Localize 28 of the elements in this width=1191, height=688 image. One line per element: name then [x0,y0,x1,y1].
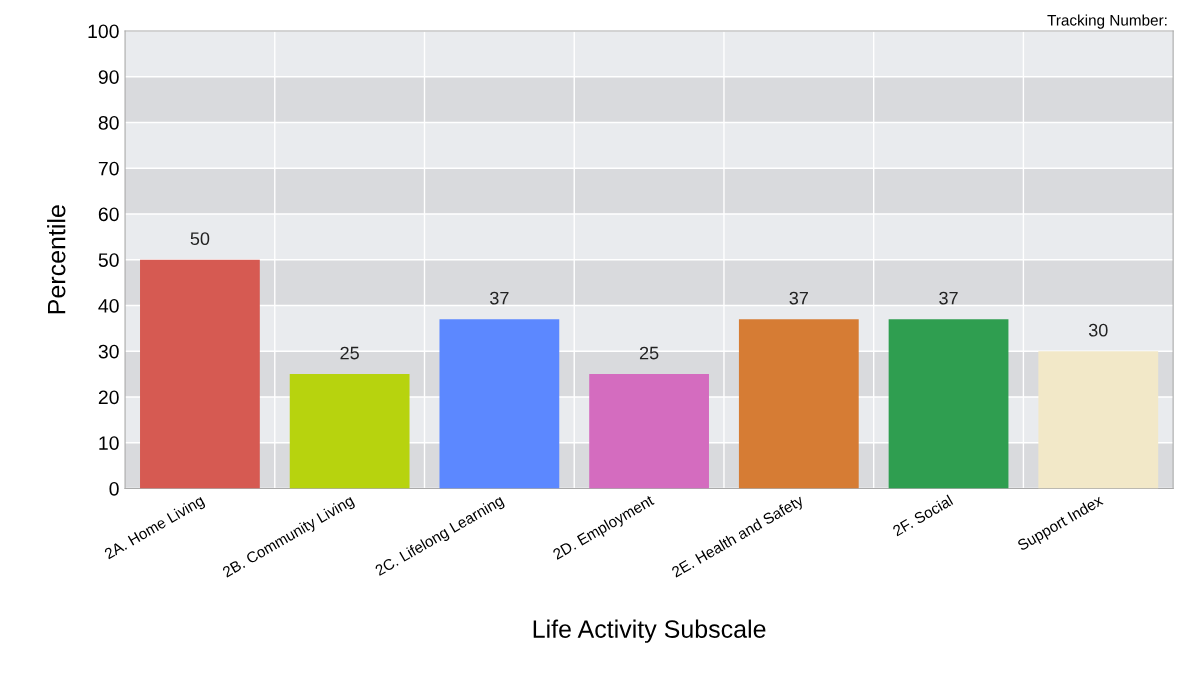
x-axis-title: Life Activity Subscale [533,619,766,643]
y-tick-label: 50 [98,253,119,267]
data-label: 37 [490,291,509,305]
data-label: 30 [1088,323,1108,337]
y-tick-label: 100 [88,24,119,39]
y-tick-label: 0 [109,481,119,496]
bar [439,319,560,489]
bar [589,374,709,489]
bar [888,319,1009,489]
bar [140,259,260,489]
data-label: 25 [340,346,359,360]
y-axis-title: Percentile [47,205,66,314]
text: Tracking Number: [1047,14,1167,29]
y-tick-label: 10 [99,436,119,450]
y-tick-label: 20 [98,390,119,405]
data-label: 50 [190,232,210,246]
y-tick-label: 40 [98,298,119,313]
y-tick-label: 60 [98,207,119,222]
y-tick-label: 90 [98,70,119,84]
data-label: 25 [639,346,659,360]
bar [738,319,859,489]
y-tick-label: 30 [98,344,119,359]
y-tick-label: 80 [98,115,119,130]
data-label: 37 [939,291,958,305]
bar [289,374,410,489]
y-tick-label: 70 [98,161,119,176]
bar [1038,351,1159,489]
data-label: 37 [789,291,808,305]
